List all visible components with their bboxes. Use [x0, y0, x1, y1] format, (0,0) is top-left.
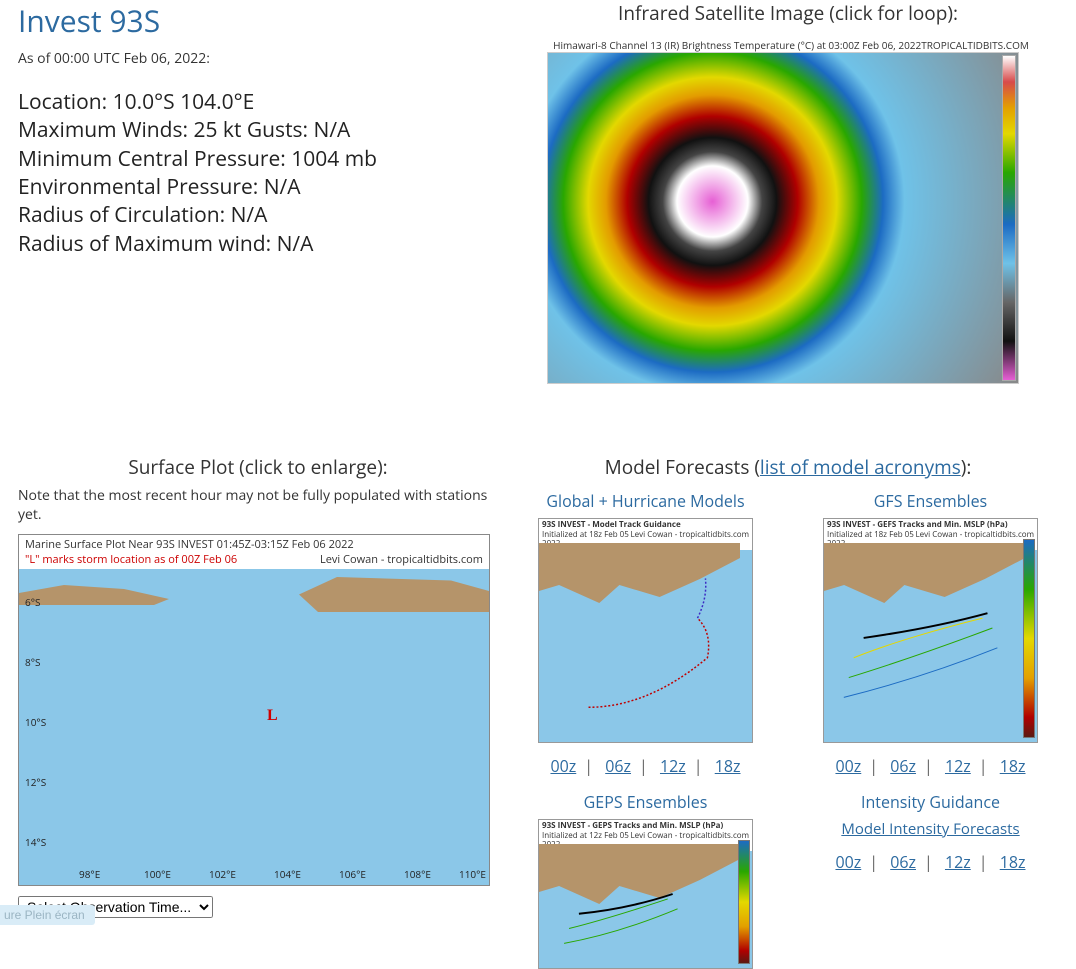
panel-title-global: Global + Hurricane Models [518, 490, 773, 512]
tz-link-00z[interactable]: 00z [835, 851, 861, 873]
panel-title-gfs: GFS Ensembles [803, 490, 1058, 512]
surface-note: Note that the most recent hour may not b… [18, 486, 498, 524]
thumb-credit: Levi Cowan - tropicaltidbits.com [915, 530, 1034, 540]
y-axis-label: 12°S [25, 775, 46, 789]
thumb-credit: Levi Cowan - tropicaltidbits.com [630, 530, 749, 540]
thumb-land [539, 543, 740, 603]
stat-env-pressure: Environmental Pressure: N/A [18, 173, 498, 201]
x-axis-label: 108°E [404, 867, 431, 881]
tz-link-18z[interactable]: 18z [1000, 755, 1026, 777]
surface-section-title: Surface Plot (click to enlarge): [18, 454, 498, 480]
x-axis-label: 110°E [459, 867, 486, 881]
thumb-land [824, 543, 1025, 603]
storm-L-marker: L [267, 707, 278, 725]
colorbar [738, 840, 750, 964]
tz-link-12z[interactable]: 12z [945, 851, 971, 873]
satellite-section-title: Infrared Satellite Image (click for loop… [518, 0, 1058, 26]
storm-stats: Location: 10.0°S 104.0°E Maximum Winds: … [18, 88, 498, 258]
thumb-credit: Levi Cowan - tropicaltidbits.com [630, 831, 749, 841]
x-axis-label: 102°E [209, 867, 236, 881]
tz-link-00z[interactable]: 00z [550, 755, 576, 777]
surface-plot-header: Marine Surface Plot Near 93S INVEST 01:4… [19, 535, 489, 569]
x-axis-label: 98°E [79, 867, 100, 881]
surface-plot-sub: "L" marks storm location as of 00Z Feb 0… [25, 552, 237, 567]
time-links-gfs: 00z| 06z| 12z| 18z [803, 755, 1058, 777]
x-axis-label: 100°E [144, 867, 171, 881]
tz-link-06z[interactable]: 06z [890, 755, 916, 777]
colorbar [1023, 539, 1035, 738]
y-axis-label: 6°S [25, 595, 40, 609]
panel-intensity: Intensity Guidance Model Intensity Forec… [803, 787, 1058, 969]
surface-plot-title: Marine Surface Plot Near 93S INVEST 01:4… [25, 537, 354, 552]
fullscreen-button[interactable]: ure Plein écran [0, 905, 95, 925]
thumb-land [539, 844, 740, 904]
panel-title-intensity: Intensity Guidance [803, 791, 1058, 813]
stat-location: Location: 10.0°S 104.0°E [18, 88, 498, 116]
time-links-intensity: 00z| 06z| 12z| 18z [803, 851, 1058, 873]
models-title-prefix: Model Forecasts ( [605, 454, 760, 480]
storm-title: Invest 93S [18, 0, 498, 41]
x-axis-label: 106°E [339, 867, 366, 881]
y-axis-label: 10°S [25, 715, 46, 729]
tz-link-06z[interactable]: 06z [605, 755, 631, 777]
surface-plot-credit: Levi Cowan - tropicaltidbits.com [320, 552, 483, 567]
satellite-image-content [547, 52, 1019, 384]
tz-link-18z[interactable]: 18z [715, 755, 741, 777]
model-acronyms-link[interactable]: list of model acronyms [760, 454, 961, 480]
tz-link-12z[interactable]: 12z [945, 755, 971, 777]
tz-link-12z[interactable]: 12z [660, 755, 686, 777]
landmass-1 [19, 585, 169, 605]
x-axis-label: 104°E [274, 867, 301, 881]
y-axis-label: 8°S [25, 655, 40, 669]
landmass-2 [299, 577, 489, 612]
panel-global-models: Global + Hurricane Models 93S INVEST - M… [518, 486, 773, 777]
models-title-suffix: ): [961, 454, 972, 480]
thumb-global-models[interactable]: 93S INVEST - Model Track Guidance Levi C… [538, 518, 753, 743]
models-section-title: Model Forecasts (list of model acronyms)… [518, 454, 1058, 480]
tz-link-00z[interactable]: 00z [835, 755, 861, 777]
stat-max-winds: Maximum Winds: 25 kt Gusts: N/A [18, 116, 498, 144]
panel-title-geps: GEPS Ensembles [518, 791, 773, 813]
y-axis-label: 14°S [25, 835, 46, 849]
intensity-forecasts-link[interactable]: Model Intensity Forecasts [803, 819, 1058, 839]
time-links-global: 00z| 06z| 12z| 18z [518, 755, 773, 777]
satellite-caption: Himawari-8 Channel 13 (IR) Brightness Te… [553, 38, 921, 52]
panel-gfs-ensembles: GFS Ensembles 93S INVEST - GEFS Tracks a… [803, 486, 1058, 777]
panel-geps-ensembles: GEPS Ensembles 93S INVEST - GEPS Tracks … [518, 787, 773, 969]
satellite-credit: TROPICALTIDBITS.COM [921, 38, 1029, 52]
tz-link-18z[interactable]: 18z [1000, 851, 1026, 873]
stat-radius-maxwind: Radius of Maximum wind: N/A [18, 230, 498, 258]
stat-radius-circ: Radius of Circulation: N/A [18, 201, 498, 229]
tz-link-06z[interactable]: 06z [890, 851, 916, 873]
storm-summary: Invest 93S As of 00:00 UTC Feb 06, 2022:… [18, 0, 498, 384]
satellite-image[interactable]: Himawari-8 Channel 13 (IR) Brightness Te… [547, 38, 1029, 384]
thumb-gfs-ensembles[interactable]: 93S INVEST - GEFS Tracks and Min. MSLP (… [823, 518, 1038, 743]
asof-timestamp: As of 00:00 UTC Feb 06, 2022: [18, 49, 498, 68]
surface-plot[interactable]: Marine Surface Plot Near 93S INVEST 01:4… [18, 534, 490, 886]
stat-min-pressure: Minimum Central Pressure: 1004 mb [18, 145, 498, 173]
thumb-geps-ensembles[interactable]: 93S INVEST - GEPS Tracks and Min. MSLP (… [538, 819, 753, 969]
